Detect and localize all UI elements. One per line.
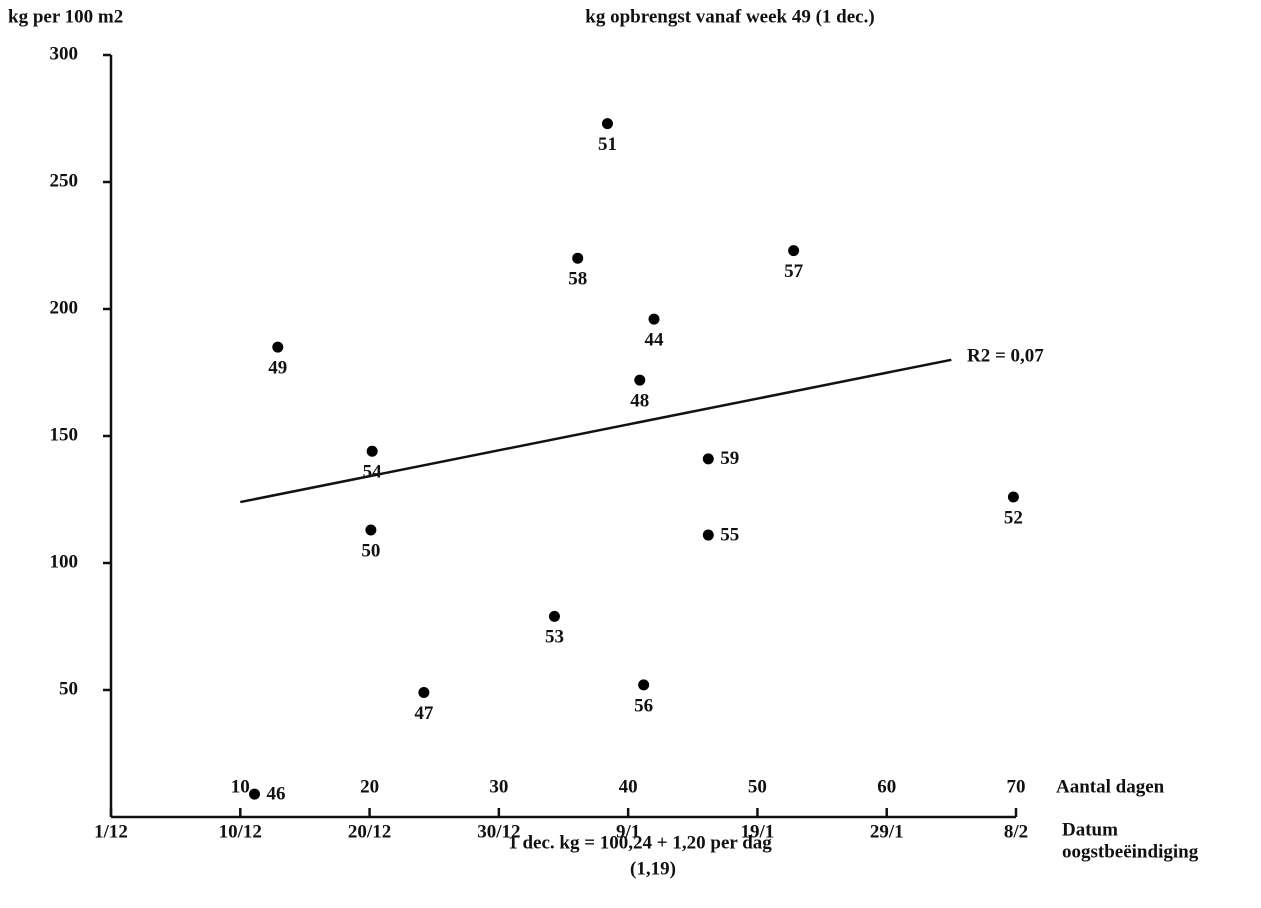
point-label: 56 (634, 695, 653, 716)
point-label: 58 (568, 269, 587, 290)
x-tick-label: 50 (748, 776, 767, 797)
point (702, 453, 714, 465)
point-label: 59 (720, 448, 739, 469)
x2-axis-label: oogstbeëindiging (1062, 841, 1199, 862)
x2-tick-label: 29/1 (870, 821, 904, 842)
y-tick-label: 250 (50, 170, 79, 191)
x-tick-label: 30 (489, 776, 508, 797)
x2-axis-label: Datum (1062, 819, 1118, 840)
x2-tick-label: 8/2 (1004, 821, 1028, 842)
point (648, 313, 660, 325)
point (634, 374, 646, 386)
y-tick-label: 100 (50, 551, 79, 572)
x-tick-label: 70 (1007, 776, 1026, 797)
x-tick-label: 10 (231, 776, 250, 797)
trendline (240, 358, 952, 504)
x-tick-label: 40 (619, 776, 638, 797)
point (702, 529, 714, 541)
point-label: 48 (630, 390, 649, 411)
point-label: 44 (645, 330, 665, 351)
x2-tick-label: 30/12 (477, 821, 520, 842)
x-tick-label: 20 (360, 776, 379, 797)
y-tick-label: 150 (50, 424, 79, 445)
chart-title: kg opbrengst vanaf week 49 (1 dec.) (585, 6, 874, 27)
point (366, 445, 378, 457)
point-label: 47 (414, 703, 434, 724)
point-label: 52 (1004, 507, 1023, 528)
point (572, 252, 584, 264)
point (249, 788, 261, 800)
point-label: 51 (598, 134, 617, 155)
y-tick-label: 300 (50, 43, 79, 64)
point (418, 687, 430, 699)
point (272, 341, 284, 353)
x-axis-label: Aantal dagen (1056, 776, 1165, 797)
x2-tick-label: 9/1 (616, 821, 640, 842)
annotation: 1 dec. kg = 100,24 + 1,20 per dag (508, 832, 772, 853)
point (788, 245, 800, 257)
x2-tick-label: 1/12 (94, 821, 128, 842)
point (548, 610, 560, 622)
y-tick-label: 50 (59, 678, 78, 699)
point-label: 55 (720, 524, 739, 545)
point-label: 54 (363, 462, 383, 483)
x2-tick-label: 19/1 (741, 821, 775, 842)
point (1007, 491, 1019, 503)
point-label: 53 (545, 627, 564, 648)
point (601, 118, 613, 130)
point (365, 524, 377, 536)
annotation: R2 = 0,07 (967, 345, 1044, 366)
x2-tick-label: 20/12 (348, 821, 391, 842)
point (638, 679, 650, 691)
x-tick-label: 60 (877, 776, 896, 797)
y-axis-label: kg per 100 m2 (8, 6, 123, 27)
point-label: 57 (784, 261, 804, 282)
y-tick-label: 200 (50, 297, 79, 318)
point-label: 49 (268, 357, 287, 378)
point-label: 50 (361, 540, 380, 561)
point-label: 46 (267, 783, 286, 804)
annotation: (1,19) (630, 858, 676, 879)
x2-tick-label: 10/12 (219, 821, 262, 842)
